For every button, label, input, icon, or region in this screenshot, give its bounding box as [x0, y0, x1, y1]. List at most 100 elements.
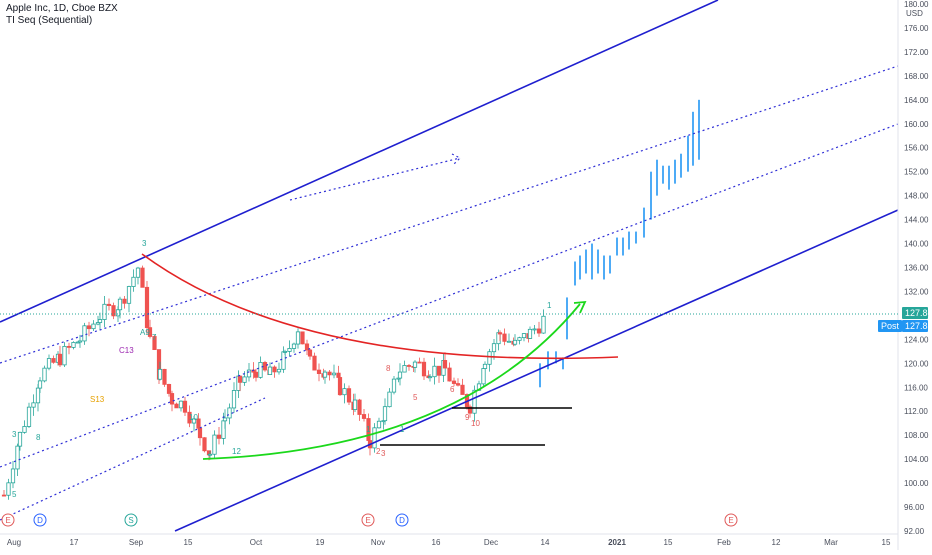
candle[interactable]	[37, 377, 43, 394]
candle[interactable]	[276, 362, 282, 375]
candle[interactable]	[352, 393, 358, 413]
candle[interactable]	[26, 402, 32, 429]
candle[interactable]	[487, 348, 492, 372]
candle[interactable]	[517, 336, 522, 345]
candle[interactable]	[304, 339, 310, 355]
candle[interactable]	[57, 345, 63, 368]
event-marker[interactable]: E	[361, 513, 375, 527]
candle[interactable]	[227, 403, 232, 425]
candle[interactable]	[451, 377, 457, 387]
candle[interactable]	[532, 324, 537, 335]
candle[interactable]	[147, 319, 153, 339]
resistance-arc[interactable]	[141, 253, 619, 360]
event-marker[interactable]: E	[724, 513, 738, 527]
candle[interactable]	[382, 398, 388, 425]
candle[interactable]	[178, 400, 184, 412]
candle[interactable]	[111, 302, 116, 320]
channel-midline-lower[interactable]	[0, 123, 899, 468]
candle[interactable]	[169, 390, 175, 412]
candle[interactable]	[312, 352, 317, 371]
candle[interactable]	[10, 461, 16, 489]
candle[interactable]	[327, 370, 332, 381]
candle[interactable]	[15, 443, 20, 476]
candle[interactable]	[237, 375, 243, 392]
candle[interactable]	[447, 362, 452, 382]
candle[interactable]	[86, 321, 92, 337]
candle[interactable]	[122, 295, 127, 309]
candle[interactable]	[106, 298, 112, 311]
candle[interactable]	[174, 402, 179, 409]
candle[interactable]	[402, 360, 407, 373]
candle[interactable]	[182, 396, 188, 416]
candle[interactable]	[287, 340, 292, 357]
candle[interactable]	[467, 404, 473, 418]
candle[interactable]	[300, 331, 305, 345]
candle[interactable]	[412, 360, 418, 373]
candle[interactable]	[267, 362, 273, 375]
candle[interactable]	[1, 490, 7, 497]
candle[interactable]	[131, 269, 136, 292]
candle[interactable]	[272, 365, 277, 378]
candle[interactable]	[442, 352, 448, 369]
candle[interactable]	[42, 365, 47, 383]
candle[interactable]	[376, 417, 382, 429]
event-marker[interactable]: E	[1, 513, 15, 527]
candle[interactable]	[417, 357, 422, 364]
candle[interactable]	[6, 478, 11, 500]
channel-inner-lower[interactable]	[0, 397, 266, 521]
candle[interactable]	[346, 385, 352, 405]
candle[interactable]	[152, 334, 157, 350]
candle[interactable]	[316, 363, 322, 382]
candle[interactable]	[166, 383, 172, 397]
candle[interactable]	[97, 312, 103, 331]
candle[interactable]	[481, 367, 486, 387]
candle[interactable]	[527, 326, 533, 339]
candle[interactable]	[427, 373, 433, 382]
candle[interactable]	[406, 364, 412, 371]
candle[interactable]	[222, 409, 228, 429]
candle[interactable]	[231, 382, 237, 413]
candle[interactable]	[512, 334, 518, 347]
symbol-title[interactable]: Apple Inc, 1D, Cboe BZX	[6, 3, 118, 14]
candle[interactable]	[282, 349, 288, 355]
candle[interactable]	[372, 423, 377, 453]
candle[interactable]	[31, 394, 36, 416]
candle[interactable]	[291, 342, 297, 353]
candle[interactable]	[191, 415, 197, 432]
candle[interactable]	[536, 321, 542, 337]
candle[interactable]	[212, 430, 217, 459]
candle[interactable]	[102, 295, 107, 328]
candle[interactable]	[421, 357, 427, 381]
candle[interactable]	[387, 388, 392, 408]
candle[interactable]	[77, 334, 83, 348]
candle[interactable]	[541, 309, 546, 334]
candle[interactable]	[455, 378, 461, 387]
candle[interactable]	[71, 341, 76, 350]
candle[interactable]	[253, 368, 259, 382]
candle[interactable]	[140, 265, 145, 288]
candle[interactable]	[22, 420, 27, 434]
event-marker[interactable]: D	[395, 513, 409, 527]
candle[interactable]	[91, 320, 96, 332]
candle[interactable]	[331, 364, 337, 379]
candle[interactable]	[342, 383, 347, 404]
candle[interactable]	[391, 376, 397, 395]
candle[interactable]	[202, 437, 207, 453]
candle[interactable]	[157, 361, 163, 381]
candle[interactable]	[216, 426, 222, 445]
candle[interactable]	[135, 266, 141, 285]
candle[interactable]	[497, 330, 503, 342]
candle[interactable]	[162, 368, 167, 387]
candle[interactable]	[357, 398, 362, 421]
candle[interactable]	[307, 349, 313, 360]
event-marker[interactable]: D	[33, 513, 47, 527]
channel-upper-line[interactable]	[0, 0, 719, 323]
candle[interactable]	[322, 370, 328, 384]
indicator-title[interactable]: TI Seq (Sequential)	[6, 15, 93, 26]
candle[interactable]	[361, 409, 367, 422]
candle[interactable]	[62, 342, 67, 368]
candle[interactable]	[397, 363, 403, 386]
support-arc[interactable]	[202, 303, 581, 460]
